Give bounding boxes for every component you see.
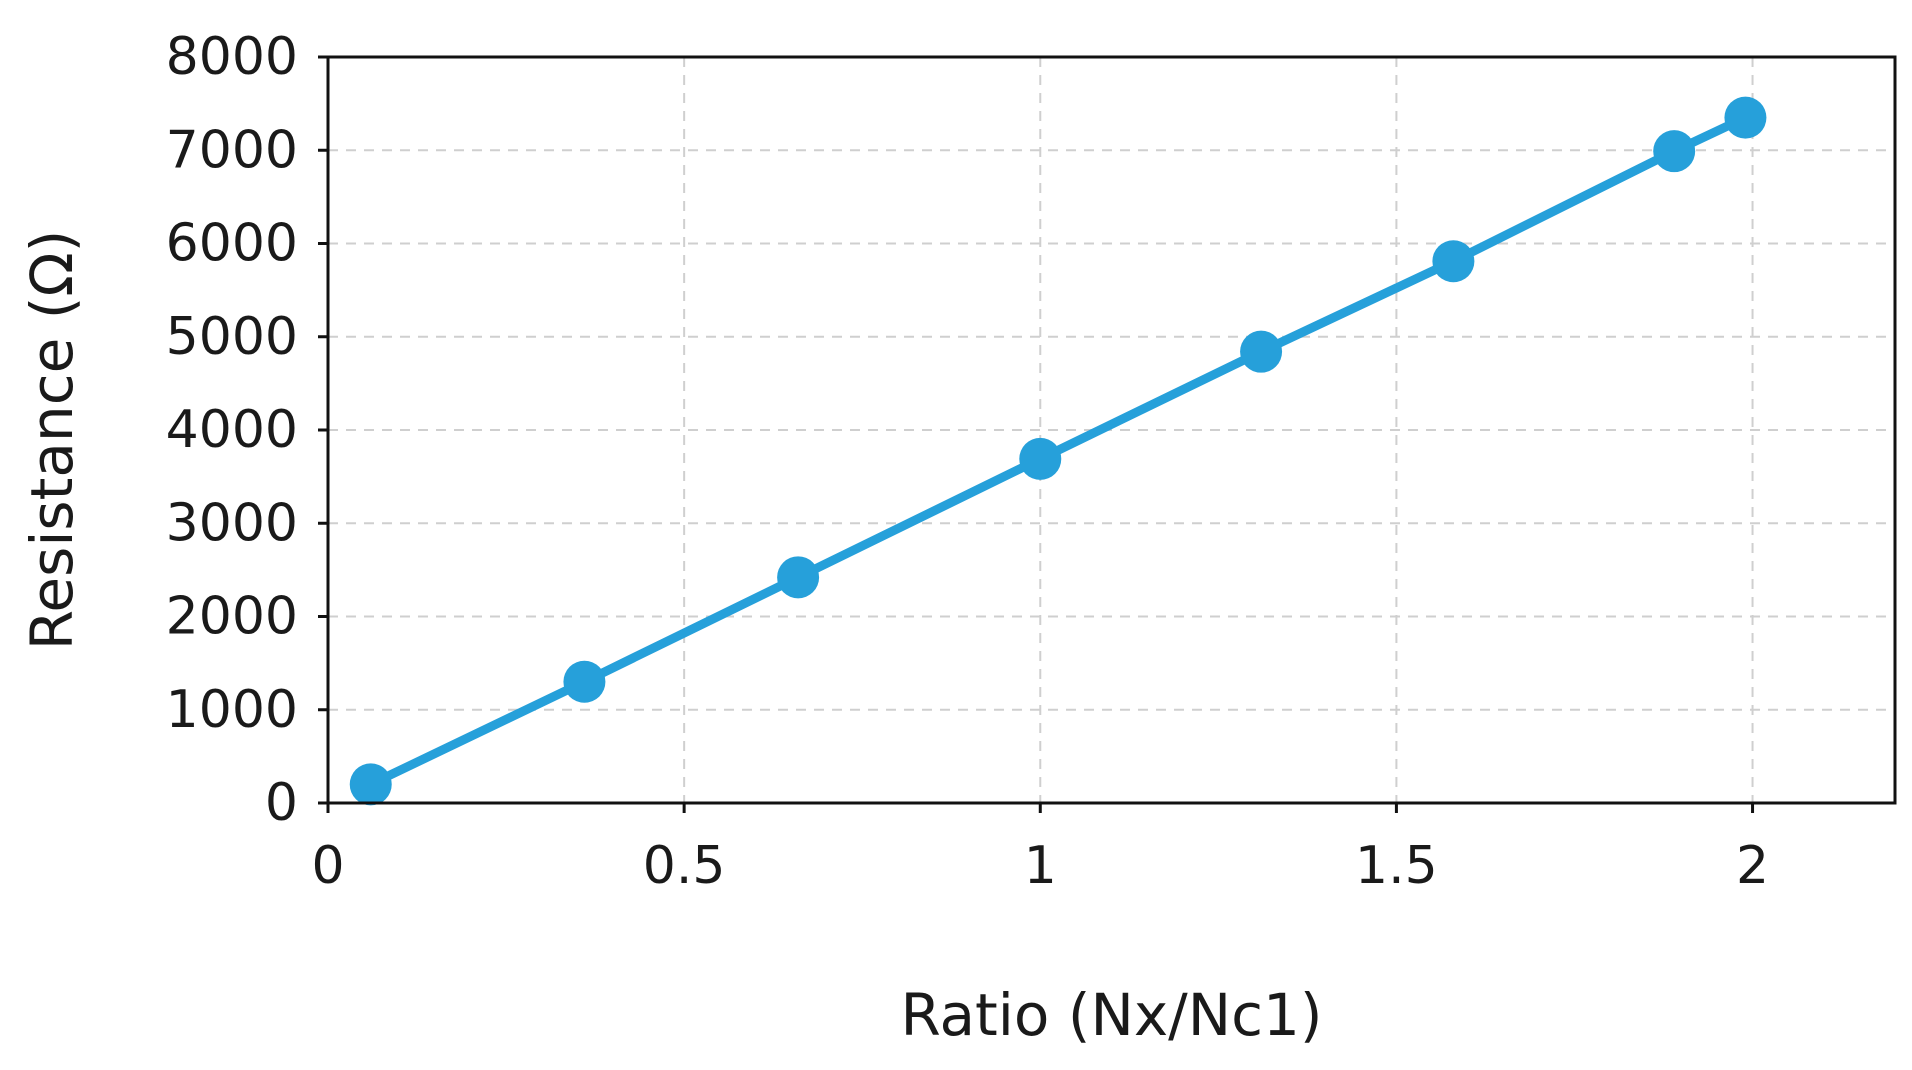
x-axis-title: Ratio (Nx/Nc1) [900,981,1322,1049]
x-tick-label: 1 [1024,836,1057,896]
y-tick-label: 4000 [166,400,298,460]
tick-marks [318,55,1755,813]
y-tick-label: 6000 [166,214,298,274]
y-tick-label: 5000 [166,307,298,367]
y-tick-label: 8000 [166,27,298,87]
y-tick-label: 7000 [166,120,298,180]
data-point [777,556,820,599]
series-line [366,113,1750,789]
data-point [1019,437,1062,480]
x-tick-labels: 0 0.5 1 1.5 2 [311,836,1769,896]
y-tick-labels: 0 1000 2000 3000 4000 5000 6000 7000 8000 [166,27,298,833]
y-tick-label: 1000 [166,680,298,740]
series-markers [349,96,1767,806]
data-point [1653,130,1696,173]
x-tick-label: 0.5 [643,836,726,896]
data-point [1724,96,1767,139]
x-tick-label: 2 [1736,836,1769,896]
data-point [563,660,606,703]
x-tick-label: 1.5 [1355,836,1438,896]
y-tick-label: 3000 [166,493,298,553]
series-lines [366,113,1750,789]
grid-lines [328,57,1895,803]
data-point [1240,330,1283,373]
y-tick-label: 2000 [166,587,298,647]
data-point [349,763,392,806]
x-tick-label: 0 [311,836,344,896]
y-tick-label: 0 [265,773,298,833]
data-point [1432,240,1475,283]
y-axis-title: Resistance (Ω) [18,230,86,651]
